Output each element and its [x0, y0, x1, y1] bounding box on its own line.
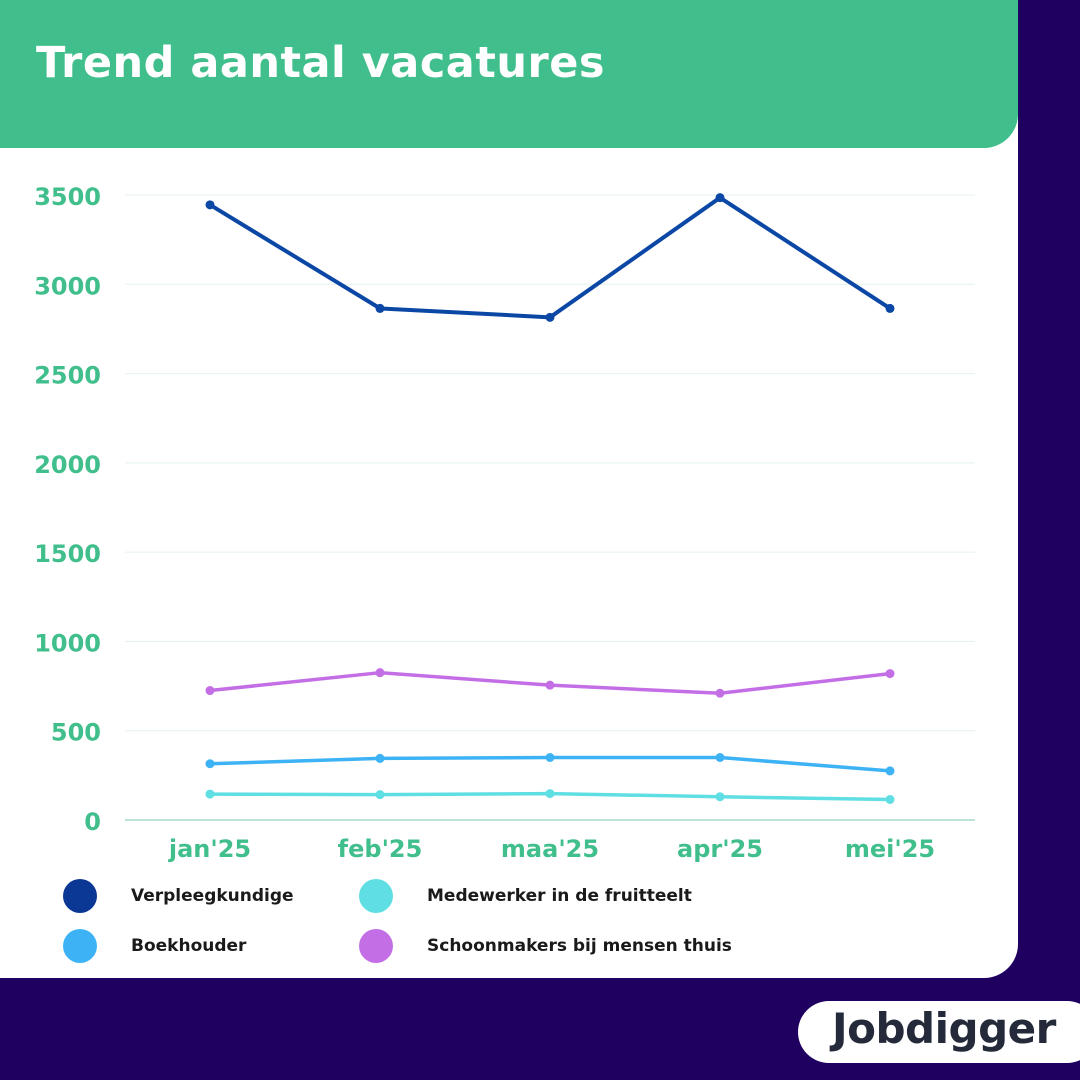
legend-swatch	[359, 929, 393, 963]
legend-item-boekhouder: Boekhouder	[63, 928, 246, 964]
legend-label: Boekhouder	[131, 936, 247, 956]
data-point	[715, 688, 725, 698]
header-banner: Trend aantal vacatures	[0, 0, 1018, 148]
data-point	[375, 303, 385, 313]
y-tick-label: 0	[84, 808, 101, 836]
y-axis-tick-labels: 0 500 1000 1500 2000 2500 3000 3500	[34, 183, 101, 836]
y-tick-label: 1000	[34, 629, 101, 657]
data-point	[715, 792, 725, 802]
x-tick-label: maa'25	[501, 835, 599, 863]
data-point	[375, 668, 385, 678]
series-lines	[205, 193, 895, 804]
data-point	[375, 790, 385, 800]
data-point	[715, 753, 725, 762]
series-0	[205, 193, 895, 322]
series-2	[205, 789, 895, 804]
data-point	[205, 759, 215, 769]
x-tick-label: jan'25	[168, 835, 251, 863]
data-point	[205, 200, 215, 210]
legend-item-verpleegkundige: Verpleegkundige	[63, 878, 294, 914]
data-point	[885, 794, 895, 804]
series-3	[205, 668, 895, 698]
legend-swatch	[63, 879, 97, 913]
x-tick-label: mei'25	[845, 835, 935, 863]
data-point	[885, 669, 895, 679]
data-point	[375, 753, 385, 763]
legend-swatch	[359, 879, 393, 913]
legend-item-medewerker-fruitteelt: Medewerker in de fruitteelt	[359, 878, 692, 914]
y-tick-label: 3000	[34, 272, 101, 300]
y-tick-label: 2000	[34, 451, 101, 479]
data-point	[205, 686, 215, 696]
legend-label: Schoonmakers bij mensen thuis	[427, 936, 732, 956]
grid-lines	[125, 194, 975, 821]
chart-card: Trend aantal vacatures 0 500 1000 1500 2000 2…	[0, 0, 1018, 978]
x-tick-label: feb'25	[338, 835, 423, 863]
logo-badge	[798, 1001, 1080, 1063]
data-point	[545, 680, 555, 690]
legend-item-schoonmakers: Schoonmakers bij mensen thuis	[359, 928, 732, 964]
legend-label: Medewerker in de fruitteelt	[427, 886, 692, 906]
y-tick-label: 1500	[34, 540, 101, 568]
chart-title: Trend aantal vacatures	[36, 38, 605, 88]
line-chart: 0 500 1000 1500 2000 2500 3000 3500 jan'25 feb'2…	[34, 183, 975, 863]
data-point	[205, 789, 215, 799]
x-axis-tick-labels: jan'25 feb'25 maa'25 apr'25 mei'25	[168, 835, 935, 863]
jobdigger-logo: Jobdigger	[832, 1004, 1056, 1053]
data-point	[885, 303, 895, 313]
y-tick-label: 3500	[34, 183, 101, 211]
series-1	[205, 753, 895, 776]
series-line	[208, 195, 892, 320]
x-tick-label: apr'25	[677, 835, 763, 863]
legend-label: Verpleegkundige	[131, 886, 294, 906]
data-point	[545, 753, 555, 762]
y-tick-label: 2500	[34, 362, 101, 390]
legend-swatch	[63, 929, 97, 963]
data-point	[545, 312, 555, 322]
data-point	[715, 193, 725, 203]
data-point	[885, 766, 895, 776]
y-tick-label: 500	[51, 719, 101, 747]
data-point	[545, 789, 555, 799]
